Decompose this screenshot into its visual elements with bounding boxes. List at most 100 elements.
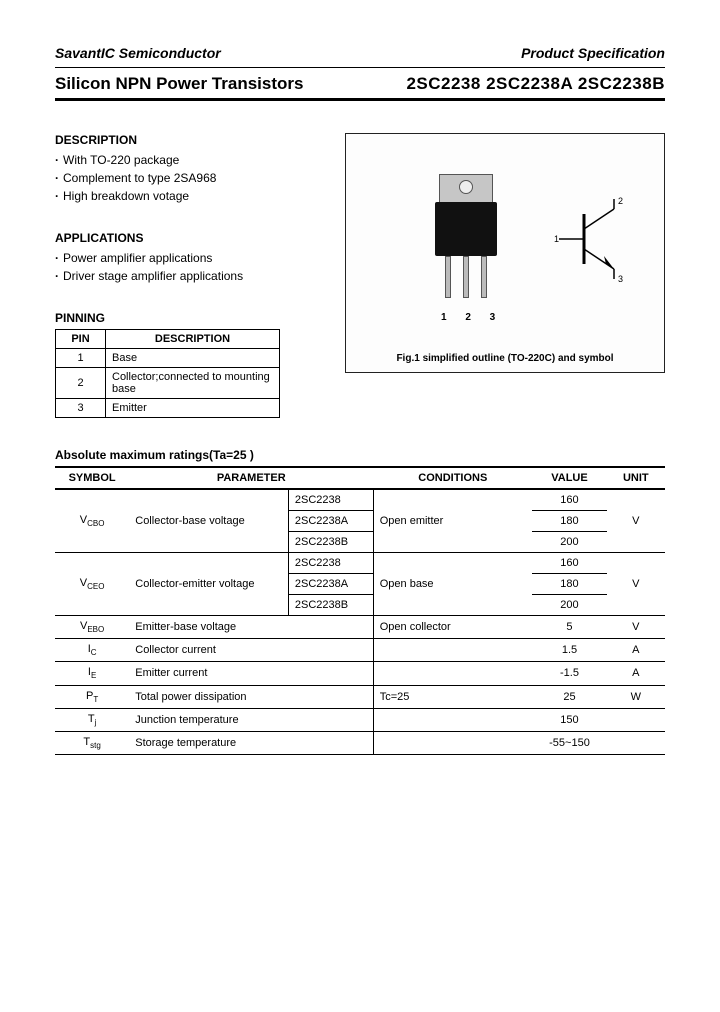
param-cell: Collector-base voltage (129, 489, 288, 553)
npn-symbol-icon: 1 2 3 (554, 194, 634, 284)
to220-outline-icon (431, 174, 501, 304)
value-cell: 150 (532, 708, 606, 731)
table-row: TjJunction temperature 150 (55, 708, 665, 731)
unit-cell: A (607, 639, 665, 662)
variant-cell: 2SC2238 (288, 553, 373, 574)
sym-emitter-label: 3 (618, 274, 623, 284)
part-numbers: 2SC2238 2SC2238A 2SC2238B (406, 74, 665, 94)
table-row: 1 Base (56, 349, 280, 368)
description-heading: DESCRIPTION (55, 133, 315, 147)
product-title: Silicon NPN Power Transistors (55, 74, 303, 94)
pin-number-labels: 1 2 3 (441, 312, 503, 323)
datasheet-page: SavantIC Semiconductor Product Specifica… (0, 0, 720, 1012)
param-cell: Junction temperature (129, 708, 373, 731)
value-cell: 180 (532, 511, 606, 532)
param-cell: Emitter current (129, 662, 373, 685)
spec-label: Product Specification (521, 45, 665, 61)
unit-cell (607, 708, 665, 731)
symbol-cell: PT (55, 685, 129, 708)
cond-cell: Open emitter (373, 489, 532, 553)
list-item: With TO-220 package (55, 151, 315, 169)
param-cell: Total power dissipation (129, 685, 373, 708)
figure-box: 1 2 3 1 2 3 Fig.1 simplified outline (TO… (345, 133, 665, 373)
value-cell: 160 (532, 553, 606, 574)
applications-heading: APPLICATIONS (55, 231, 315, 245)
value-cell: 1.5 (532, 639, 606, 662)
title-row: Silicon NPN Power Transistors 2SC2238 2S… (55, 74, 665, 94)
description-list: With TO-220 package Complement to type 2… (55, 151, 315, 205)
pin-desc: Emitter (106, 399, 280, 418)
symbol-cell: VCEO (55, 553, 129, 616)
symbol-cell: IC (55, 639, 129, 662)
sym-collector-label: 2 (618, 196, 623, 206)
col-conditions: CONDITIONS (373, 467, 532, 489)
value-cell: 25 (532, 685, 606, 708)
value-cell: -1.5 (532, 662, 606, 685)
cond-cell: Open base (373, 553, 532, 616)
value-cell: 160 (532, 489, 606, 511)
table-row: PTTotal power dissipationTc=2525W (55, 685, 665, 708)
table-row: TstgStorage temperature -55~150 (55, 731, 665, 754)
col-parameter: PARAMETER (129, 467, 373, 489)
pin-num: 1 (56, 349, 106, 368)
param-cell: Collector-emitter voltage (129, 553, 288, 616)
variant-cell: 2SC2238B (288, 595, 373, 616)
symbol-cell: Tj (55, 708, 129, 731)
ratings-title: Absolute maximum ratings(Ta=25 ) (55, 448, 665, 462)
pin-desc: Collector;connected to mounting base (106, 368, 280, 399)
cond-cell: Open collector (373, 616, 532, 639)
table-row: IEEmitter current -1.5A (55, 662, 665, 685)
param-cell: Storage temperature (129, 731, 373, 754)
figure-caption: Fig.1 simplified outline (TO-220C) and s… (346, 353, 664, 364)
table-row: VCBOCollector-base voltage2SC2238Open em… (55, 489, 665, 511)
unit-cell: V (607, 553, 665, 616)
value-cell: 200 (532, 532, 606, 553)
list-item: Power amplifier applications (55, 249, 315, 267)
list-item: Complement to type 2SA968 (55, 169, 315, 187)
col-value: VALUE (532, 467, 606, 489)
value-cell: 5 (532, 616, 606, 639)
applications-list: Power amplifier applications Driver stag… (55, 249, 315, 285)
value-cell: 180 (532, 574, 606, 595)
list-item: Driver stage amplifier applications (55, 267, 315, 285)
symbol-cell: IE (55, 662, 129, 685)
pinning-table: PIN DESCRIPTION 1 Base 2 Collector;conne… (55, 329, 280, 418)
variant-cell: 2SC2238B (288, 532, 373, 553)
pin-num: 2 (56, 368, 106, 399)
company-name: SavantIC Semiconductor (55, 45, 221, 61)
table-row: VEBOEmitter-base voltageOpen collector5V (55, 616, 665, 639)
cond-cell (373, 708, 532, 731)
cond-cell (373, 662, 532, 685)
value-cell: -55~150 (532, 731, 606, 754)
unit-cell (607, 731, 665, 754)
sym-base-label: 1 (554, 234, 559, 244)
unit-cell: A (607, 662, 665, 685)
list-item: High breakdown votage (55, 187, 315, 205)
table-row: 2 Collector;connected to mounting base (56, 368, 280, 399)
left-column: DESCRIPTION With TO-220 package Compleme… (55, 107, 315, 418)
unit-cell: W (607, 685, 665, 708)
col-desc: DESCRIPTION (106, 330, 280, 349)
table-row: 3 Emitter (56, 399, 280, 418)
pinning-heading: PINNING (55, 311, 315, 325)
rule-thick (55, 98, 665, 101)
cond-cell (373, 731, 532, 754)
ratings-header-row: SYMBOL PARAMETER CONDITIONS VALUE UNIT (55, 467, 665, 489)
pin-desc: Base (106, 349, 280, 368)
symbol-cell: VEBO (55, 616, 129, 639)
variant-cell: 2SC2238A (288, 511, 373, 532)
table-row: ICCollector current1.5A (55, 639, 665, 662)
cond-cell: Tc=25 (373, 685, 532, 708)
value-cell: 200 (532, 595, 606, 616)
unit-cell: V (607, 489, 665, 553)
col-symbol: SYMBOL (55, 467, 129, 489)
unit-cell: V (607, 616, 665, 639)
col-pin: PIN (56, 330, 106, 349)
table-row: VCEOCollector-emitter voltage2SC2238Open… (55, 553, 665, 574)
pin-num: 3 (56, 399, 106, 418)
symbol-cell: Tstg (55, 731, 129, 754)
cond-cell (373, 639, 532, 662)
page-header: SavantIC Semiconductor Product Specifica… (55, 45, 665, 61)
variant-cell: 2SC2238A (288, 574, 373, 595)
col-unit: UNIT (607, 467, 665, 489)
